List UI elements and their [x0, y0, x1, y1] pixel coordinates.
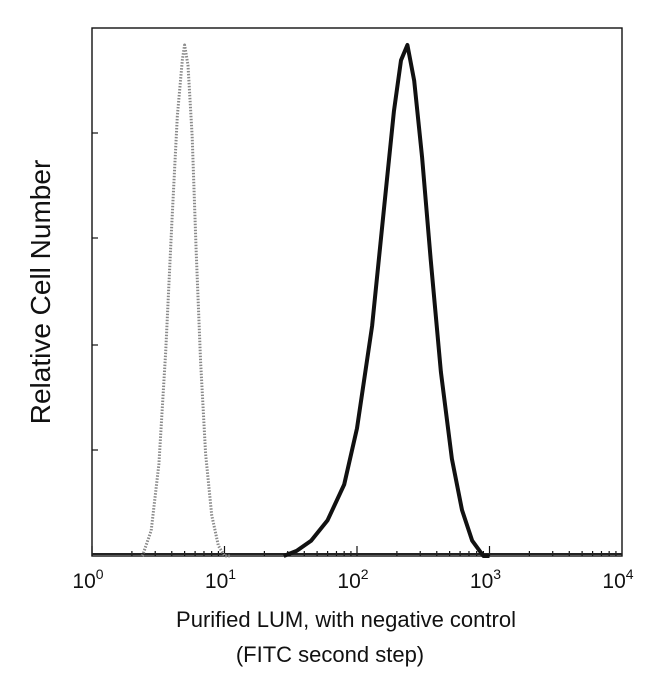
- x-axis-label-line2: (FITC second step): [236, 642, 424, 667]
- series-0-curve: [140, 43, 230, 558]
- y-axis-label: Relative Cell Number: [25, 160, 56, 425]
- x-tick-label-0: 100: [72, 566, 103, 593]
- x-tick-label-4: 104: [602, 566, 633, 593]
- y-axis-ticks: [92, 132, 98, 451]
- x-tick-label-3: 103: [470, 566, 501, 593]
- x-axis-label: Purified LUM, with negative control: [176, 607, 516, 632]
- x-axis-tick-labels: 100 101 102 103 104: [72, 566, 633, 593]
- x-tick-label-2: 102: [337, 566, 368, 593]
- series-layer: [92, 43, 622, 558]
- plot-frame: [91, 27, 623, 557]
- x-tick-label-1: 101: [205, 566, 236, 593]
- series-1-curve: [282, 43, 490, 558]
